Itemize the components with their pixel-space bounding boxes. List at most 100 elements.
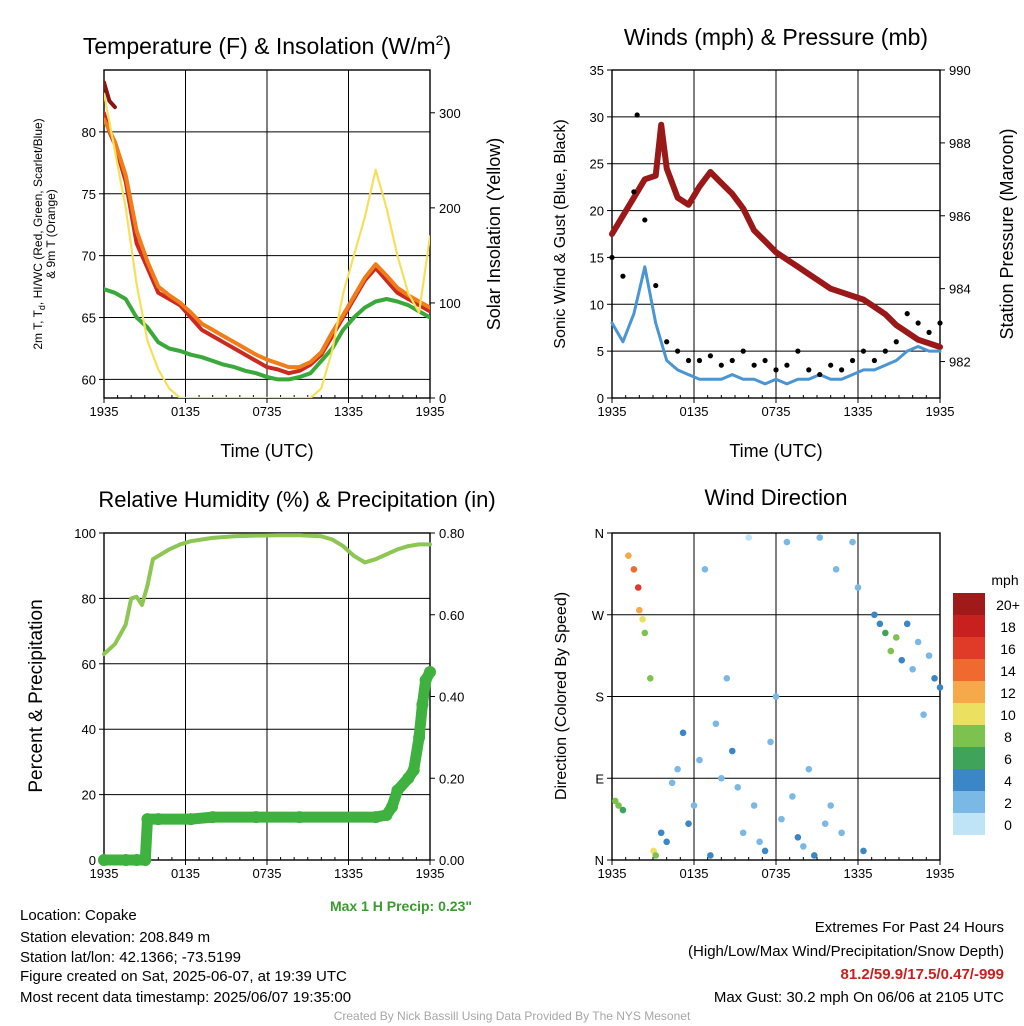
x-tick-label: 1935 (90, 866, 119, 881)
series-temp (104, 111, 430, 376)
y-tick-label: 60 (82, 657, 96, 672)
gust-point (642, 217, 648, 223)
x-tick-label: 0135 (680, 866, 709, 881)
direction-point (882, 629, 889, 637)
gust-point (631, 189, 637, 195)
extremes-values: 81.2/59.9/17.5/0.47/-999 (840, 966, 1004, 983)
y-right-tick-label: 984 (949, 282, 971, 297)
y-tick-label: S (595, 690, 604, 705)
direction-point (663, 838, 670, 846)
y-tick-label: 20 (590, 204, 604, 219)
y-right-tick-label: 0.60 (439, 608, 464, 623)
precip-point (413, 731, 426, 744)
direction-point (783, 538, 791, 546)
y-tick-label: N (595, 853, 604, 868)
direction-point (778, 815, 785, 823)
gust-point (696, 357, 703, 364)
gust-point (839, 367, 845, 373)
x-tick-label: 1935 (90, 404, 119, 419)
direction-point (914, 638, 922, 646)
series-t9m (104, 117, 430, 370)
direction-point (931, 675, 938, 682)
direction-point (876, 620, 884, 628)
direction-point (892, 634, 900, 641)
colorbar-label: 6 (1004, 751, 1012, 767)
footer-elevation: Station elevation: 208.849 m (20, 929, 211, 946)
colorbar-unit: mph (991, 572, 1018, 588)
direction-point (794, 833, 802, 841)
direction-point (756, 838, 763, 846)
precip-point (369, 811, 382, 824)
direction-point (745, 534, 752, 541)
colorbar: mph 20+ 18 16 14 12 10 8 6 4 2 0 (953, 572, 1020, 835)
title-end: ) (443, 33, 451, 59)
direction-point (634, 584, 642, 591)
x-tick-label: 1935 (926, 866, 955, 881)
x-tick-label: 1935 (598, 404, 627, 419)
y-tick-label: 40 (82, 722, 96, 737)
gust-point (740, 348, 746, 354)
x-axis-label: Time (UTC) (729, 441, 822, 461)
direction-point (657, 829, 665, 837)
direction-point (734, 784, 742, 791)
gust-point (817, 371, 823, 378)
colorbar-swatch (953, 791, 985, 813)
y-axis-label: Direction (Colored By Speed) (553, 592, 570, 800)
gust-point (937, 320, 943, 326)
colorbar-swatch (953, 681, 985, 703)
series-heat_index (104, 80, 117, 110)
y-tick-label: 65 (82, 311, 96, 326)
direction-point (920, 711, 927, 718)
direction-point (625, 552, 632, 560)
precip-point (385, 800, 398, 813)
y-tick-label: W (592, 608, 605, 623)
gust-point (795, 348, 801, 354)
y-tick-label: 80 (82, 591, 96, 606)
direction-point (646, 675, 654, 682)
y-right-tick-label: 982 (949, 355, 971, 370)
series-insolation (104, 92, 430, 398)
gust-point (729, 357, 735, 364)
y-right-tick-label: 986 (949, 209, 971, 224)
y-right-tick-label: 0.20 (439, 771, 464, 786)
gust-point (675, 348, 681, 354)
colorbar-label: 14 (1000, 663, 1016, 679)
y-right-tick-label: 0.00 (439, 853, 464, 868)
colorbar-label: 18 (1000, 619, 1016, 635)
gust-point (762, 357, 768, 364)
colorbar-label: 10 (1000, 707, 1016, 723)
precip-point (98, 854, 110, 866)
x-tick-label: 1935 (598, 866, 627, 881)
max-gust: Max Gust: 30.2 mph On 06/06 at 2105 UTC (713, 989, 1004, 1006)
panel-2: Winds (mph) & Pressure (mb) 1935 0135 0735 1… (552, 24, 1017, 461)
y-tick-label: 10 (590, 297, 604, 312)
gust-point (904, 311, 910, 317)
gust-point (915, 320, 921, 326)
direction-point (860, 847, 867, 855)
y-right-tick-label: 0.40 (439, 690, 464, 705)
precip-point (416, 698, 429, 711)
extremes-subtitle: (High/Low/Max Wind/Precipitation/Snow De… (688, 943, 1004, 960)
colorbar-swatch (953, 813, 985, 835)
x-tick-label: 0735 (253, 866, 282, 881)
chart-title: Relative Humidity (%) & Precipitation (i… (98, 487, 495, 512)
direction-point (630, 566, 638, 573)
direction-point (898, 656, 906, 664)
y-right-tick-label: 100 (439, 296, 461, 311)
gust-point (773, 367, 779, 373)
y-tick-label: 30 (590, 110, 604, 125)
y-tick-label: 15 (590, 250, 604, 265)
footer-recent: Most recent data timestamp: 2025/06/07 1… (20, 989, 352, 1006)
gust-point (871, 357, 878, 364)
max-precip-annotation: Max 1 H Precip: 0.23" (330, 898, 472, 914)
gust-point (860, 348, 867, 354)
direction-point (887, 647, 895, 655)
x-tick-label: 1335 (334, 866, 363, 881)
precip-point (293, 811, 306, 824)
gust-point (751, 362, 757, 368)
footer-location: Location: Copake (20, 907, 137, 924)
x-tick-label: 1935 (926, 404, 955, 419)
direction-point (827, 802, 834, 809)
gust-point (893, 339, 899, 345)
